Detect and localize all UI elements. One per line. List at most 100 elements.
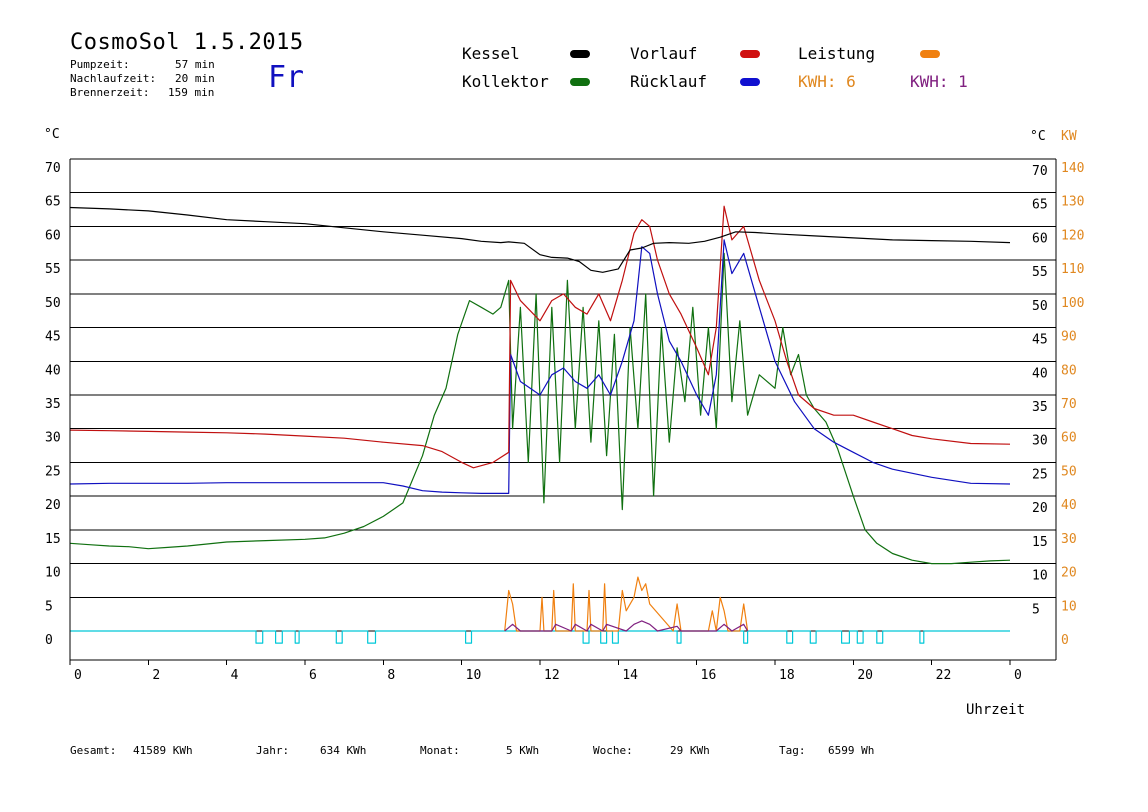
y-tick-label-left: 35 (45, 397, 61, 412)
y-tick-label-left: 40 (45, 363, 61, 378)
nachlauf-value: 20 min (175, 72, 215, 85)
footer-gesamt-value: 41589 KWh (133, 744, 193, 757)
y-tick-label-left: 10 (45, 566, 61, 581)
x-tick-label: 0 (1014, 668, 1022, 683)
x-tick-label: 20 (857, 668, 873, 683)
y-tick-label-right: 40 (1032, 366, 1048, 381)
legend-ruecklauf-label: Rücklauf (630, 72, 708, 91)
pump-value: 57 min (175, 58, 215, 71)
y-tick-label-left: 60 (45, 228, 61, 243)
tick-labels: 0 2 4 6 8 10 12 14 16 18 20 22 005101520253035404550… (45, 161, 1084, 683)
kw-tick-label: 60 (1061, 431, 1077, 446)
series-kessel (69, 206, 1011, 273)
x-tick-label: 0 (74, 668, 82, 683)
legend-kollektor-swatch (570, 78, 590, 86)
y-tick-label-left: 45 (45, 330, 61, 345)
x-tick-label: 6 (309, 668, 317, 683)
series-kwh (504, 620, 749, 632)
footer-tag-label: Tag: (779, 744, 806, 757)
y-tick-label-left: 25 (45, 464, 61, 479)
y-tick-label-right: 25 (1032, 467, 1048, 482)
series-ruecklauf (69, 239, 1011, 494)
kw-tick-label: 10 (1061, 599, 1077, 614)
y-tick-label-right: 15 (1032, 535, 1048, 550)
y-tick-label-left: 5 (45, 599, 53, 614)
y-tick-label-right: 45 (1032, 333, 1048, 348)
legend-vorlauf-label: Vorlauf (630, 44, 698, 63)
kw-tick-label: 140 (1061, 161, 1084, 176)
legend-kollektor-label: Kollektor (462, 72, 549, 91)
x-tick-label: 12 (544, 668, 560, 683)
y-axis-right-label: °C (1030, 129, 1046, 144)
y-tick-label-right: 55 (1032, 265, 1048, 280)
x-tick-label: 8 (387, 668, 395, 683)
kw-tick-label: 90 (1061, 330, 1077, 345)
y-tick-label-right: 35 (1032, 400, 1048, 415)
x-tick-label: 14 (622, 668, 638, 683)
legend-leistung-swatch (920, 50, 940, 58)
kw-tick-label: 20 (1061, 566, 1077, 581)
chart-title: CosmoSol 1.5.2015 (70, 30, 304, 55)
x-tick-label: 10 (466, 668, 482, 683)
x-tick-label: 22 (936, 668, 952, 683)
legend-kessel-label: Kessel (462, 44, 520, 63)
footer-jahr-value: 634 KWh (320, 744, 367, 757)
legend-kwh-purple: KWH: 1 (910, 72, 968, 91)
legend-kwh-orange: KWH: 6 (798, 72, 856, 91)
y-tick-label-left: 15 (45, 532, 61, 547)
footer-monat-label: Monat: (420, 744, 460, 757)
x-axis-label: Uhrzeit (966, 702, 1025, 718)
axes (69, 159, 1057, 665)
legend-ruecklauf-swatch (740, 78, 760, 86)
nachlauf-label: Nachlaufzeit: (70, 72, 157, 85)
footer-monat-value: 5 KWh (506, 744, 540, 757)
x-tick-label: 18 (779, 668, 795, 683)
y-tick-label-left: 70 (45, 161, 61, 176)
y-tick-label-right: 10 (1032, 569, 1048, 584)
kw-tick-label: 30 (1061, 532, 1077, 547)
footer-tag-value: 6599 Wh (828, 744, 875, 757)
series-vorlauf (69, 205, 1011, 469)
y-tick-label-right: 70 (1032, 164, 1048, 179)
brenner-value: 159 min (168, 86, 215, 99)
footer-woche-value: 29 KWh (670, 744, 710, 757)
kw-tick-label: 40 (1061, 498, 1077, 513)
y-tick-label-left: 55 (45, 262, 61, 277)
weekday: Fr (268, 60, 305, 95)
y-tick-label-left: 20 (45, 498, 61, 513)
y-tick-label-right: 65 (1032, 198, 1048, 213)
series-kollektor (69, 252, 1011, 565)
legend-leistung-label: Leistung (798, 44, 876, 63)
x-tick-label: 4 (231, 668, 239, 683)
kw-tick-label: 100 (1061, 296, 1084, 311)
kw-tick-label: 70 (1061, 397, 1077, 412)
y-axis-left-label: °C (44, 127, 60, 142)
brenner-label: Brennerzeit: (70, 86, 150, 99)
kw-tick-label: 80 (1061, 363, 1077, 378)
y-tick-label-left: 30 (45, 431, 61, 446)
y-tick-label-right: 5 (1032, 602, 1040, 617)
y-tick-label-left: 0 (45, 633, 53, 648)
kw-tick-label: 50 (1061, 464, 1077, 479)
x-tick-label: 16 (701, 668, 717, 683)
footer-jahr-label: Jahr: (256, 744, 290, 757)
y-tick-label-left: 50 (45, 296, 61, 311)
footer-woche-label: Woche: (593, 744, 633, 757)
kw-axis-label: KW (1061, 129, 1077, 144)
x-tick-label: 2 (152, 668, 160, 683)
series-leistung (504, 576, 749, 632)
y-tick-label-left: 65 (45, 195, 61, 210)
series-layer (69, 205, 1011, 644)
y-tick-label-right: 50 (1032, 299, 1048, 314)
y-tick-label-right: 20 (1032, 501, 1048, 516)
kw-tick-label: 110 (1061, 262, 1084, 277)
y-tick-label-right: 30 (1032, 434, 1048, 449)
kw-tick-label: 120 (1061, 228, 1084, 243)
series-pumpe (70, 630, 1010, 644)
kw-tick-label: 130 (1061, 195, 1084, 210)
legend-vorlauf-swatch (740, 50, 760, 58)
pump-label: Pumpzeit: (70, 58, 130, 71)
kw-tick-label: 0 (1061, 633, 1069, 648)
footer-gesamt-label: Gesamt: (70, 744, 117, 757)
